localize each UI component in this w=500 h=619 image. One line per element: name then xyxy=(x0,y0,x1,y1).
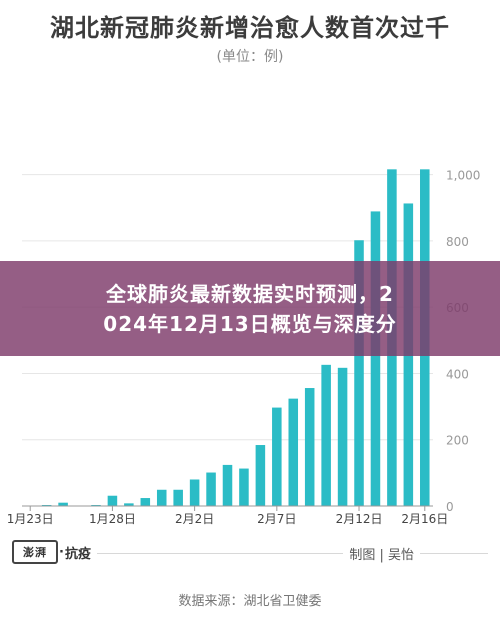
x-tick-label: 2月16日 xyxy=(401,512,448,526)
bar xyxy=(354,240,364,507)
x-tick-label: 2月2日 xyxy=(175,512,214,526)
y-tick-label: 400 xyxy=(446,367,469,381)
chart-credit: 制图 | 吴怡 xyxy=(343,544,420,563)
bar xyxy=(370,211,381,507)
bar xyxy=(58,502,68,506)
bar xyxy=(239,468,249,506)
y-tick-label: 0 xyxy=(446,500,454,514)
bar xyxy=(206,472,216,506)
bar xyxy=(304,388,315,506)
x-tick-label: 1月28日 xyxy=(89,512,136,526)
publisher-logo: 澎湃 · 抗疫 xyxy=(12,540,97,564)
logo-text: 抗疫 xyxy=(64,546,91,562)
bar xyxy=(140,498,151,506)
bar xyxy=(222,464,233,506)
chart-unit: (单位：例) xyxy=(216,49,284,65)
chart-title: 湖北新冠肺炎新增治愈人数首次过千 xyxy=(50,14,450,42)
bar xyxy=(255,445,266,506)
bar xyxy=(321,364,331,506)
bar xyxy=(124,503,134,506)
x-tick-label: 2月12日 xyxy=(336,512,383,526)
bar xyxy=(337,367,348,506)
data-source: 数据来源：湖北省卫健委 xyxy=(178,594,322,609)
bar xyxy=(288,398,299,506)
bar xyxy=(107,495,118,506)
footer-divider xyxy=(12,553,488,554)
bar xyxy=(272,407,282,506)
x-tick-label: 2月7日 xyxy=(257,512,296,526)
y-tick-label: 1,000 xyxy=(446,169,480,183)
x-tick-label: 1月23日 xyxy=(7,512,54,526)
overlay-banner: 全球肺炎最新数据实时预测，2 024年12月13日概览与深度分 xyxy=(0,261,500,356)
banner-line-1: 全球肺炎最新数据实时预测，2 xyxy=(106,281,394,306)
logo-separator: · xyxy=(59,544,64,560)
bar xyxy=(189,479,200,506)
banner-line-2: 024年12月13日概览与深度分 xyxy=(103,311,397,336)
bar xyxy=(173,489,183,506)
y-tick-label: 800 xyxy=(446,235,469,249)
bar xyxy=(156,489,167,506)
y-tick-label: 200 xyxy=(446,434,469,448)
logo-seal: 澎湃 xyxy=(12,540,58,564)
